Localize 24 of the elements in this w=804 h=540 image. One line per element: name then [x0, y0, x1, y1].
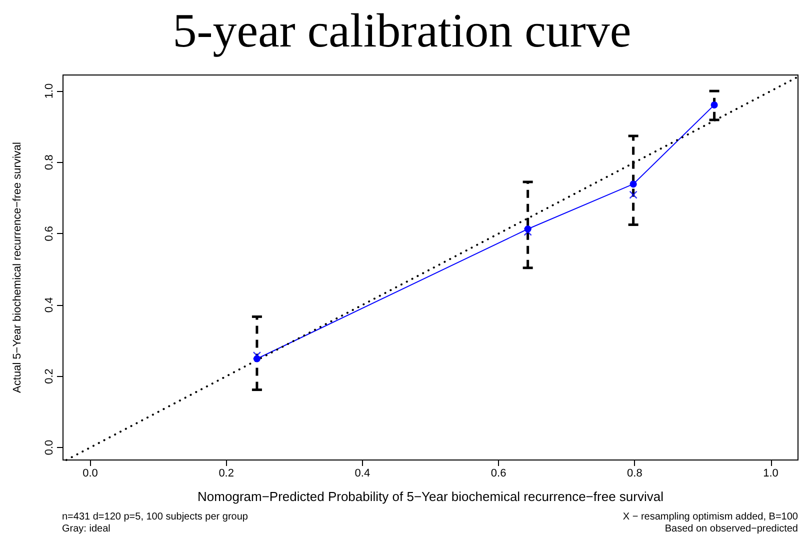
text: Gray: ideal — [62, 524, 110, 534]
text: X − resampling optimism added, B=100 — [622, 512, 798, 522]
chart-title: 5-year calibration curve — [172, 4, 632, 58]
x-tick-label: 0.2 — [218, 468, 234, 480]
point — [252, 351, 262, 360]
x-tick-label: 0.8 — [627, 468, 642, 480]
y-tick-label: 0.0 — [44, 440, 56, 456]
y-tick-label: 1.0 — [44, 83, 56, 99]
point — [629, 190, 638, 199]
point — [710, 101, 718, 108]
x-tick-label: 1.0 — [763, 468, 778, 480]
x-tick-label: 0.0 — [82, 468, 98, 480]
text: n=431 d=120 p=5, 100 subjects per group — [62, 512, 248, 522]
y-tick-label: 0.8 — [44, 154, 56, 170]
x-tick-label: 0.6 — [490, 468, 506, 480]
y-tick-label: 0.2 — [44, 368, 56, 384]
text: Based on observed−predicted — [664, 524, 798, 534]
x-tick-label: 0.4 — [354, 468, 370, 480]
y-axis-title: Actual 5−Year biochemical recurrence−free survival — [12, 142, 24, 393]
point — [630, 180, 637, 188]
point — [524, 228, 532, 236]
y-tick-label: 0.4 — [44, 297, 56, 313]
x-axis-title: Nomogram−Predicted Probability of 5−Year biochemical recurrence−free survival — [198, 489, 664, 504]
y-tick-label: 0.6 — [44, 226, 56, 242]
